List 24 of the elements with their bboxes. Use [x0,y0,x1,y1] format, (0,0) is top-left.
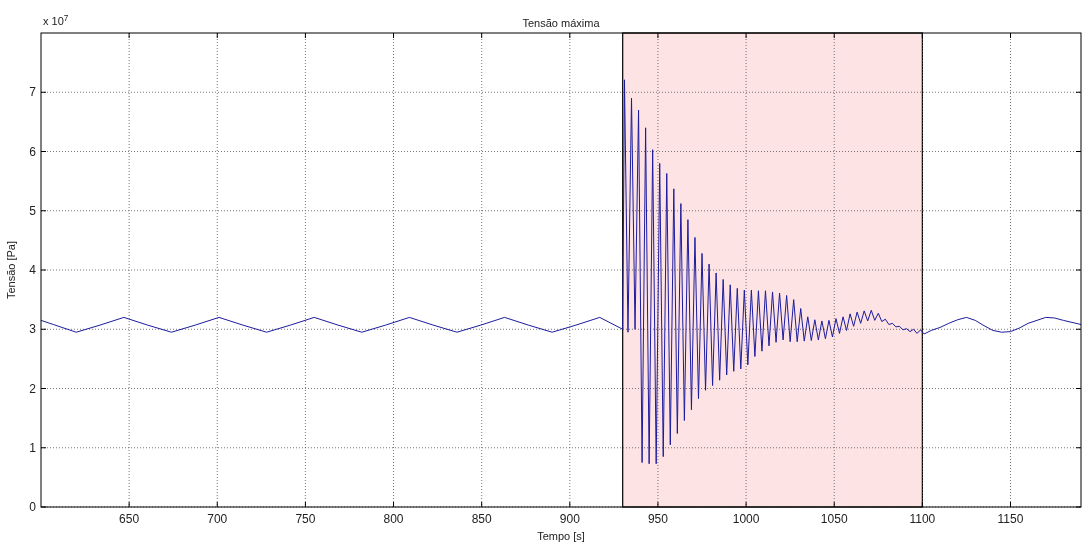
x-tick-label: 700 [207,512,228,526]
y-tick-label: 2 [29,381,37,396]
y-tick-label: 5 [29,203,37,218]
y-tick-label: 7 [29,85,37,100]
x-tick-label: 950 [647,512,669,526]
y-tick-label: 0 [29,500,37,514]
y-axis-title: Tensão [Pa] [5,240,17,300]
x-tick-label: 650 [119,512,140,526]
x-tick-label: 1000 [732,512,760,526]
y-tick-label: 3 [29,322,37,337]
x-tick-label: 750 [295,512,316,526]
x-tick-label: 1150 [997,512,1024,526]
x-tick-label: 900 [559,512,581,526]
y-tick-label: 4 [29,263,37,277]
line-series [40,79,1082,465]
x-axis-title: Tempo [s] [537,530,585,542]
chart-title: Tensão máxima [522,17,601,29]
x-tick-label: 850 [471,512,493,526]
y-tick-label: 1 [29,440,37,455]
x-tick-label: 800 [383,512,404,526]
x-tick-label: 1100 [909,512,936,526]
y-tick-label: 6 [29,144,37,159]
x-tick-label: 1050 [820,512,848,526]
text: x 10$^{7}$ [43,13,69,27]
